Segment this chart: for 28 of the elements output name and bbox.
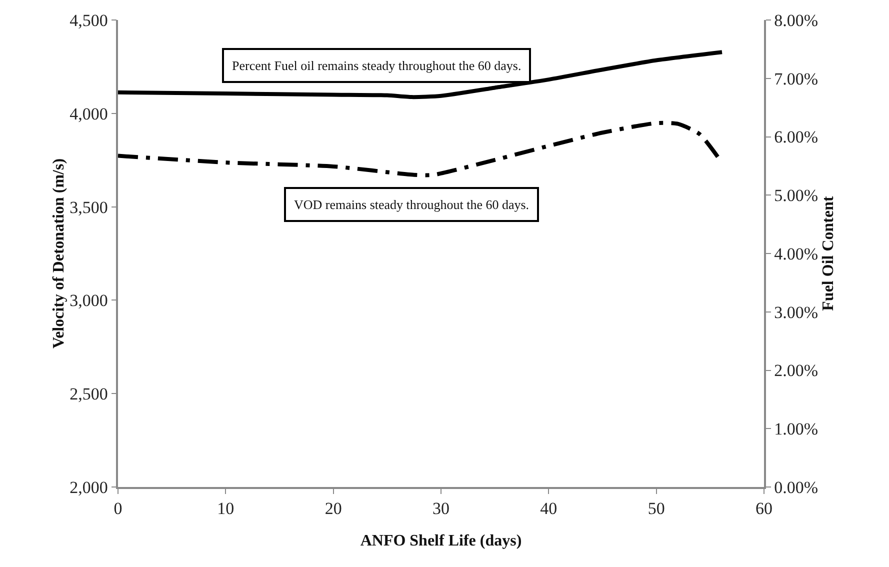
x-tick-label: 60 [756, 499, 772, 518]
y2-tick-label: 3.00% [774, 302, 818, 322]
x-tick-label: 40 [540, 499, 558, 518]
x-tick-label: 20 [324, 499, 342, 518]
y2-tick-label: 6.00% [774, 128, 818, 147]
y-tick-label: 3,500 [70, 198, 108, 217]
y-tick-label: 4,000 [70, 104, 108, 124]
x-axis-title: ANFO Shelf Life (days) [360, 532, 522, 550]
x-tick-label: 30 [432, 499, 450, 518]
x-tick-label: 10 [217, 499, 234, 518]
y2-tick-label: 7.00% [774, 69, 818, 88]
y2-axis-title: Fuel Oil Content [820, 196, 838, 311]
y2-tick-label: 0.00% [774, 478, 818, 497]
y2-tick-label: 2.00% [774, 361, 818, 380]
x-tick-label: 50 [648, 499, 665, 518]
y-axis-title: Velocity of Detonation (m/s) [50, 158, 68, 349]
x-tick-label: 0 [114, 499, 122, 518]
y-tick-label: 3,000 [70, 291, 108, 310]
annotation: VOD remains steady throughout the 60 days. [294, 197, 530, 212]
y2-tick-label: 5.00% [774, 186, 818, 206]
y-tick-label: 2,000 [70, 478, 108, 497]
y2-tick-label: 4.00% [774, 244, 818, 264]
y-tick-label: 4,500 [70, 10, 108, 30]
line-series [118, 50, 724, 100]
y2-tick-label: 8.00% [774, 10, 818, 30]
y2-tick-label: 1.00% [774, 420, 818, 439]
annotation: Percent Fuel oil remains steady throughout the 60 days. [232, 58, 522, 73]
y-tick-label: 2,500 [70, 384, 108, 404]
